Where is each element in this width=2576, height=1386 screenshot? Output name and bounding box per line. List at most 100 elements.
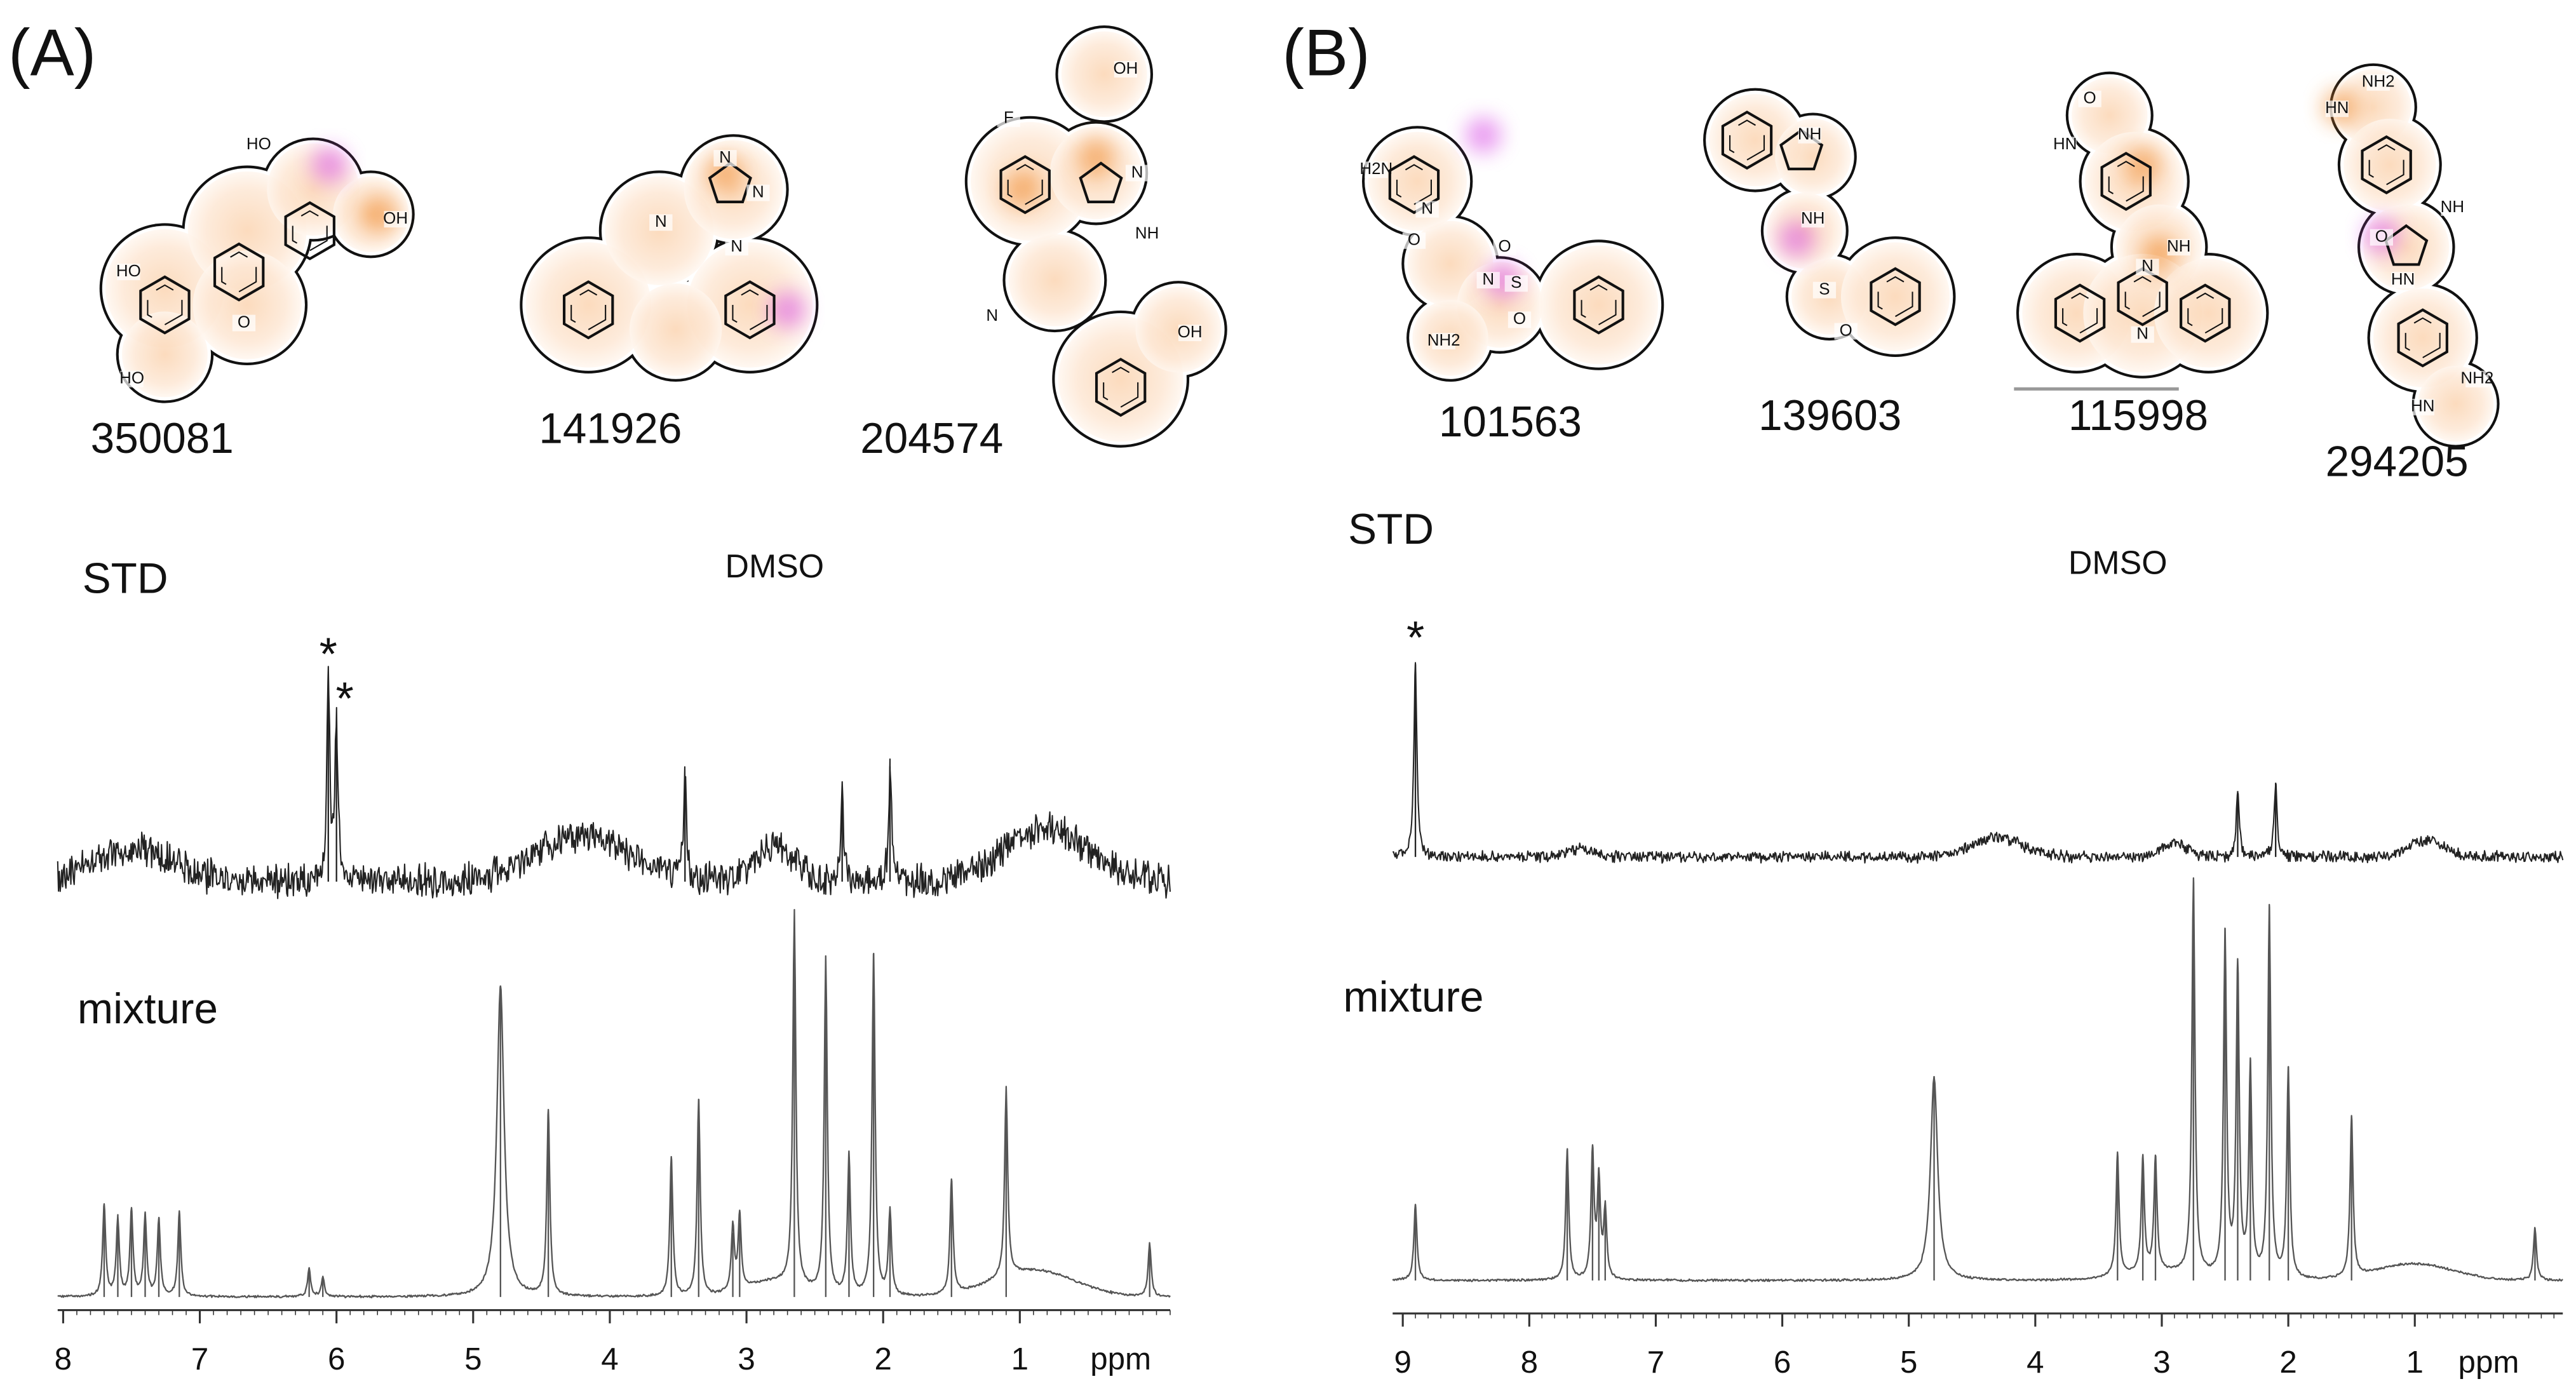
atom-label: N	[752, 183, 764, 201]
tick-label: 8	[1521, 1345, 1538, 1380]
halo-shade	[525, 242, 651, 368]
compound-id: 139603	[1758, 392, 1901, 440]
ring	[2054, 283, 2106, 343]
ring	[2180, 283, 2231, 343]
atom-label: HN	[2325, 99, 2349, 117]
atom-bg	[2136, 259, 2159, 276]
atom-bg	[1493, 239, 1516, 256]
std-label: STD	[83, 555, 168, 603]
atom-bg	[2411, 398, 2434, 415]
atom-bg	[1415, 201, 1439, 218]
ring	[2397, 308, 2448, 368]
atom-label: H2N	[1359, 160, 1393, 178]
tick-label: 3	[738, 1342, 755, 1376]
hotspot	[769, 292, 806, 328]
atom-label: O	[2084, 90, 2096, 107]
atom-bg	[746, 184, 770, 201]
atom-label: O	[1408, 231, 1420, 249]
ring	[724, 280, 776, 340]
tick-label: 4	[601, 1342, 618, 1376]
atom-label: N	[1482, 271, 1494, 288]
tick-label: 9	[1394, 1345, 1411, 1380]
ring	[1095, 358, 1147, 417]
atom-bg	[1801, 211, 1824, 228]
compound: NH2 HN NH O HN NH2 HN	[2322, 63, 2500, 448]
compound-id: 141926	[539, 405, 682, 453]
std-spectrum	[1392, 662, 2564, 864]
tick-label: 5	[1900, 1345, 1917, 1380]
halo-shade	[1840, 242, 1950, 351]
solvent-label: DMSO	[725, 548, 825, 584]
atom-bg	[725, 239, 748, 256]
atom-label: HO	[246, 135, 271, 153]
tick-label: 6	[1774, 1345, 1791, 1380]
atom-bg	[2053, 137, 2077, 154]
tick-label: 4	[2026, 1345, 2044, 1380]
halo-shade	[1061, 31, 1147, 118]
halo-shade	[1775, 118, 1851, 195]
tick-label: 8	[55, 1342, 72, 1376]
atom-label: NH2	[2362, 73, 2395, 91]
atom-label: OH	[383, 210, 408, 227]
atom-label: NH2	[2460, 370, 2493, 387]
halo-shade	[192, 250, 302, 360]
atom-label: O	[1499, 238, 1511, 255]
atom-label: NH2	[1427, 332, 1460, 349]
atom-label: NH	[1798, 126, 1821, 144]
mixture-spectrum	[57, 908, 1171, 1299]
atom-label: N	[986, 307, 998, 325]
atom-label: OH	[1178, 323, 1203, 341]
atom-bg	[2370, 229, 2394, 246]
atom-bg	[2465, 370, 2489, 387]
peak-marker: *	[1406, 612, 1424, 663]
compound: F OH N NH N OH	[964, 25, 1227, 448]
atom-bg	[1507, 311, 1532, 328]
atom-bg	[2078, 90, 2101, 107]
ring	[2117, 267, 2168, 326]
atom-label: NH	[2441, 198, 2464, 216]
atom-bg	[2366, 74, 2390, 91]
atom-bg	[1834, 323, 1858, 340]
atom-bg	[1504, 275, 1528, 292]
ring	[2100, 151, 2152, 211]
mixture-spectrum	[1392, 877, 2563, 1282]
ring	[1721, 111, 1773, 170]
halo-shade	[2343, 118, 2436, 212]
tick-label: 2	[875, 1342, 892, 1376]
atom-label: N	[655, 213, 667, 231]
atom-label: HN	[2053, 135, 2077, 153]
atom-bg	[2167, 239, 2190, 256]
ring	[562, 280, 614, 340]
atom-label: S	[1819, 281, 1830, 299]
atom-label: NH	[1135, 224, 1159, 242]
atom-bg	[247, 137, 271, 154]
ring	[213, 242, 265, 302]
std-spectrum	[57, 666, 1171, 899]
hotspot	[1003, 171, 1041, 208]
solvent-label: DMSO	[2068, 544, 2168, 581]
atom-bg	[384, 211, 407, 228]
atom-label: O	[1840, 321, 1852, 339]
hotspot	[1465, 117, 1502, 154]
peak-marker: *	[336, 673, 354, 724]
ring	[1079, 161, 1123, 203]
atom-bg	[117, 264, 140, 281]
atom-bg	[1432, 333, 1455, 350]
compound: NH NH S O	[1703, 88, 1956, 358]
atom-label: HN	[2411, 398, 2434, 415]
halo-shade	[2373, 288, 2472, 387]
tick-label: 5	[464, 1342, 482, 1376]
compound-id: 101563	[1439, 398, 1582, 446]
atom-bg	[120, 370, 144, 387]
atom-bg	[1798, 126, 1821, 144]
tick-label: 6	[328, 1342, 345, 1376]
hotspot	[311, 146, 348, 184]
atom-label: O	[1513, 310, 1526, 328]
axis-unit: ppm	[1090, 1342, 1151, 1376]
atom-bg	[1402, 232, 1426, 249]
atom-bg	[1114, 61, 1138, 78]
atom-bg	[1476, 272, 1500, 289]
atom-label: N	[731, 238, 743, 255]
